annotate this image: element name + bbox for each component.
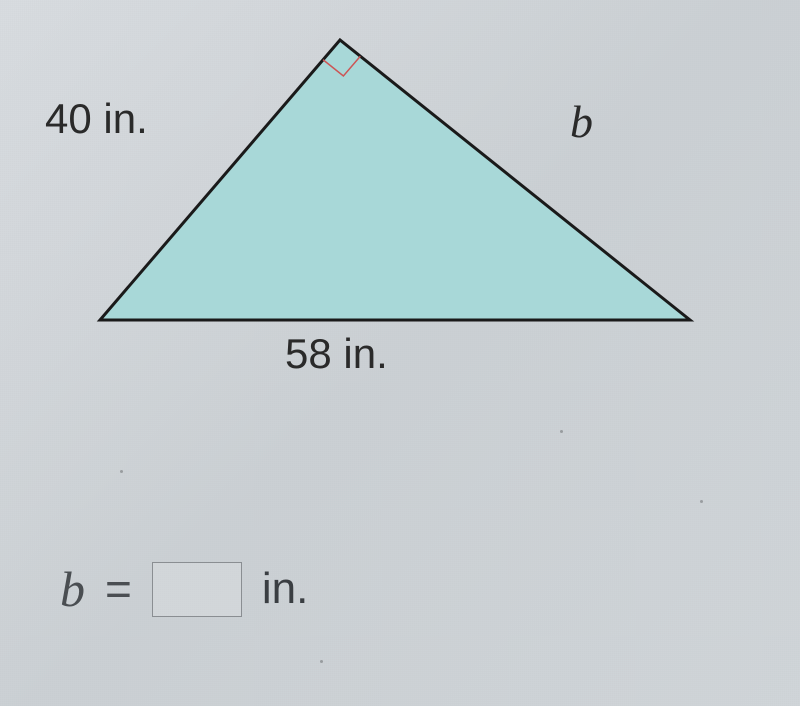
equation-unit: in. <box>262 564 308 614</box>
answer-input[interactable] <box>152 562 242 617</box>
equals-sign: = <box>105 562 132 616</box>
equation-row: b = in. <box>60 560 308 618</box>
side-label-bottom: 58 in. <box>285 330 388 378</box>
triangle-diagram: 40 in. b 58 in. <box>40 10 760 390</box>
side-label-right: b <box>570 95 593 148</box>
triangle-svg <box>40 10 760 370</box>
equation-variable: b <box>60 560 85 618</box>
triangle-shape <box>100 40 690 320</box>
side-label-left: 40 in. <box>45 95 148 143</box>
